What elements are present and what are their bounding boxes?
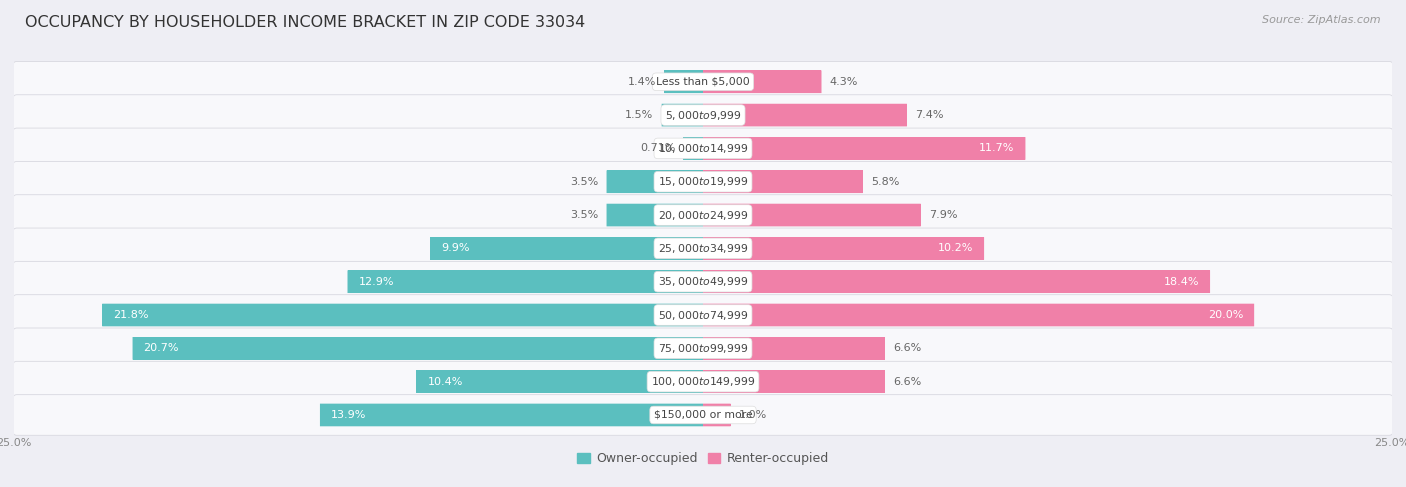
Text: Source: ZipAtlas.com: Source: ZipAtlas.com: [1263, 15, 1381, 25]
Text: 1.0%: 1.0%: [738, 410, 768, 420]
Text: 6.6%: 6.6%: [893, 343, 921, 354]
FancyBboxPatch shape: [103, 304, 703, 326]
Bar: [103, 304, 703, 326]
Bar: [703, 337, 884, 360]
FancyBboxPatch shape: [430, 237, 703, 260]
FancyBboxPatch shape: [703, 204, 921, 226]
Bar: [703, 404, 731, 426]
Text: 1.4%: 1.4%: [627, 77, 657, 87]
Text: 10.2%: 10.2%: [938, 244, 973, 253]
Text: 13.9%: 13.9%: [330, 410, 367, 420]
Text: 3.5%: 3.5%: [569, 177, 599, 187]
FancyBboxPatch shape: [132, 337, 703, 360]
FancyBboxPatch shape: [703, 404, 731, 426]
Text: 4.3%: 4.3%: [830, 77, 858, 87]
Legend: Owner-occupied, Renter-occupied: Owner-occupied, Renter-occupied: [572, 447, 834, 470]
FancyBboxPatch shape: [606, 204, 703, 226]
Bar: [703, 137, 1025, 160]
Text: $50,000 to $74,999: $50,000 to $74,999: [658, 308, 748, 321]
FancyBboxPatch shape: [347, 270, 703, 293]
Bar: [321, 404, 703, 426]
FancyBboxPatch shape: [703, 304, 1254, 326]
FancyBboxPatch shape: [13, 195, 1393, 235]
FancyBboxPatch shape: [665, 71, 703, 93]
Bar: [703, 204, 921, 226]
Text: $150,000 or more: $150,000 or more: [654, 410, 752, 420]
Bar: [703, 270, 1211, 293]
Bar: [703, 237, 984, 260]
FancyBboxPatch shape: [662, 104, 703, 127]
Text: 9.9%: 9.9%: [441, 244, 470, 253]
Text: 7.9%: 7.9%: [929, 210, 957, 220]
FancyBboxPatch shape: [13, 161, 1393, 202]
Bar: [606, 170, 703, 193]
Text: 1.5%: 1.5%: [626, 110, 654, 120]
FancyBboxPatch shape: [13, 95, 1393, 135]
Text: 20.0%: 20.0%: [1208, 310, 1243, 320]
Text: $5,000 to $9,999: $5,000 to $9,999: [665, 109, 741, 122]
Text: OCCUPANCY BY HOUSEHOLDER INCOME BRACKET IN ZIP CODE 33034: OCCUPANCY BY HOUSEHOLDER INCOME BRACKET …: [25, 15, 585, 30]
Text: 10.4%: 10.4%: [427, 376, 463, 387]
Text: $15,000 to $19,999: $15,000 to $19,999: [658, 175, 748, 188]
FancyBboxPatch shape: [13, 295, 1393, 336]
Bar: [703, 370, 884, 393]
Text: $100,000 to $149,999: $100,000 to $149,999: [651, 375, 755, 388]
Text: 25.0%: 25.0%: [1374, 438, 1406, 449]
FancyBboxPatch shape: [13, 61, 1393, 102]
Bar: [430, 237, 703, 260]
Text: 18.4%: 18.4%: [1164, 277, 1199, 287]
FancyBboxPatch shape: [321, 404, 703, 426]
Bar: [347, 270, 703, 293]
FancyBboxPatch shape: [683, 137, 703, 160]
Bar: [606, 204, 703, 226]
Text: Less than $5,000: Less than $5,000: [657, 77, 749, 87]
FancyBboxPatch shape: [13, 361, 1393, 402]
FancyBboxPatch shape: [703, 270, 1211, 293]
Text: 21.8%: 21.8%: [114, 310, 149, 320]
Bar: [683, 137, 703, 160]
Text: 20.7%: 20.7%: [143, 343, 179, 354]
FancyBboxPatch shape: [13, 262, 1393, 302]
Text: 11.7%: 11.7%: [979, 143, 1014, 153]
FancyBboxPatch shape: [703, 71, 821, 93]
Text: 12.9%: 12.9%: [359, 277, 394, 287]
Text: $20,000 to $24,999: $20,000 to $24,999: [658, 208, 748, 222]
FancyBboxPatch shape: [13, 228, 1393, 269]
Bar: [132, 337, 703, 360]
FancyBboxPatch shape: [13, 394, 1393, 435]
FancyBboxPatch shape: [703, 237, 984, 260]
FancyBboxPatch shape: [13, 328, 1393, 369]
FancyBboxPatch shape: [703, 170, 863, 193]
Text: 0.71%: 0.71%: [640, 143, 675, 153]
Text: $35,000 to $49,999: $35,000 to $49,999: [658, 275, 748, 288]
Text: 5.8%: 5.8%: [872, 177, 900, 187]
Text: $75,000 to $99,999: $75,000 to $99,999: [658, 342, 748, 355]
FancyBboxPatch shape: [703, 137, 1025, 160]
Text: 3.5%: 3.5%: [569, 210, 599, 220]
Bar: [662, 104, 703, 127]
Text: 7.4%: 7.4%: [915, 110, 943, 120]
Bar: [665, 71, 703, 93]
Bar: [703, 71, 821, 93]
Text: $10,000 to $14,999: $10,000 to $14,999: [658, 142, 748, 155]
FancyBboxPatch shape: [416, 370, 703, 393]
Bar: [703, 104, 907, 127]
FancyBboxPatch shape: [13, 128, 1393, 169]
Text: 6.6%: 6.6%: [893, 376, 921, 387]
FancyBboxPatch shape: [703, 104, 907, 127]
Text: 25.0%: 25.0%: [0, 438, 32, 449]
Bar: [416, 370, 703, 393]
FancyBboxPatch shape: [606, 170, 703, 193]
Text: $25,000 to $34,999: $25,000 to $34,999: [658, 242, 748, 255]
Bar: [703, 304, 1254, 326]
FancyBboxPatch shape: [703, 337, 884, 360]
FancyBboxPatch shape: [703, 370, 884, 393]
Bar: [703, 170, 863, 193]
